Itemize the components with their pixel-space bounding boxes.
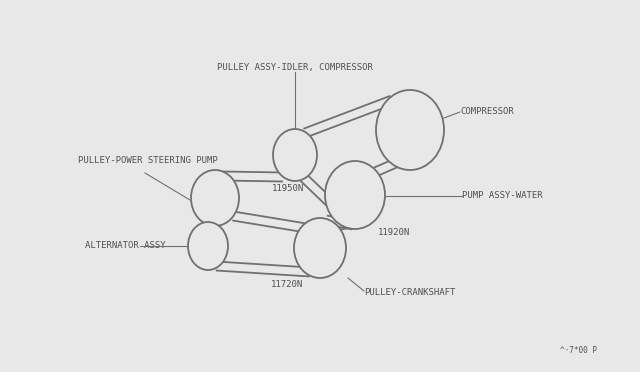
Text: COMPRESSOR: COMPRESSOR bbox=[460, 108, 514, 116]
Text: 11720N: 11720N bbox=[271, 280, 303, 289]
Text: PULLEY-POWER STEERING PUMP: PULLEY-POWER STEERING PUMP bbox=[78, 156, 218, 165]
Text: PUMP ASSY-WATER: PUMP ASSY-WATER bbox=[462, 192, 543, 201]
Ellipse shape bbox=[273, 129, 317, 181]
Text: PULLEY-CRANKSHAFT: PULLEY-CRANKSHAFT bbox=[364, 288, 456, 297]
Text: ALTERNATOR ASSY: ALTERNATOR ASSY bbox=[85, 241, 166, 250]
Text: 11920N: 11920N bbox=[378, 228, 410, 237]
Ellipse shape bbox=[294, 218, 346, 278]
Text: PULLEY ASSY-IDLER, COMPRESSOR: PULLEY ASSY-IDLER, COMPRESSOR bbox=[217, 63, 373, 72]
Ellipse shape bbox=[188, 222, 228, 270]
Text: 11950N: 11950N bbox=[272, 184, 304, 193]
Text: ^·7*00 P: ^·7*00 P bbox=[560, 346, 597, 355]
Ellipse shape bbox=[325, 161, 385, 229]
Ellipse shape bbox=[191, 170, 239, 226]
Ellipse shape bbox=[376, 90, 444, 170]
